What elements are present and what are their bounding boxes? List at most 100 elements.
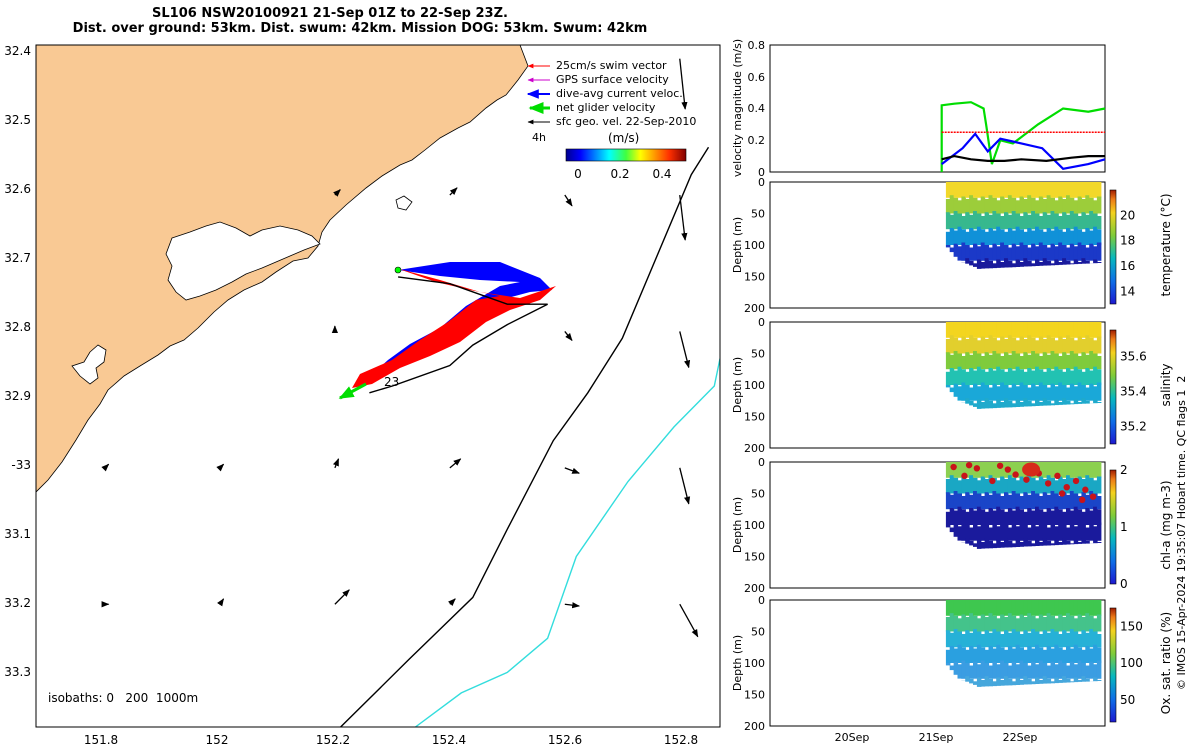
section-cell: [1007, 494, 1013, 510]
section-cell: [1081, 630, 1086, 648]
section-cell: [1073, 182, 1079, 198]
section-cell: [1077, 322, 1083, 338]
section-cell: [965, 231, 970, 245]
geo-velocity-arrow: [679, 467, 691, 505]
section-cell: [1077, 660, 1083, 679]
section-cell: [1015, 526, 1021, 541]
title-line-1: SL106 NSW20100921 21-Sep 01Z to 22-Sep 2…: [152, 6, 508, 21]
section-cell: [1054, 644, 1059, 663]
section-cell: [1093, 480, 1098, 494]
section-cell: [957, 480, 962, 494]
section-cell: [980, 462, 986, 478]
section-cell: [1081, 199, 1086, 214]
section-cell: [965, 492, 970, 510]
section-cell: [1007, 260, 1013, 268]
section-cell: [949, 494, 955, 510]
section-cell: [965, 371, 970, 385]
section-cell: [1042, 511, 1048, 525]
section-cell: [1015, 200, 1021, 214]
depth-tick: 0: [758, 176, 765, 189]
section-cell: [1062, 649, 1067, 663]
copyright-note: © IMOS 15-Apr-2024 19:35:07 Hobart time.…: [1175, 376, 1188, 690]
section-cell: [996, 526, 1001, 541]
section-cell: [1093, 677, 1098, 682]
section-cell: [1066, 214, 1071, 230]
section-cell: [1027, 508, 1032, 525]
section-cell: [1089, 182, 1094, 198]
section-cell: [996, 618, 1001, 632]
section-cell: [1042, 371, 1048, 385]
section-cell: [957, 340, 962, 354]
geo-velocity-arrow: [333, 189, 341, 197]
section-panel-temperature: 0 50 100 150 200 Depth (m) 14 16 18 20 temperature…: [731, 176, 1173, 315]
section-cell: [1050, 477, 1055, 494]
section-cell: [973, 337, 978, 354]
section-cell: [1015, 664, 1021, 679]
section-cell: [1019, 647, 1024, 664]
section-cell: [1019, 262, 1024, 267]
section-cell: [1069, 543, 1075, 545]
section-cell: [965, 676, 970, 682]
depth-axis-label: Depth (m): [731, 635, 744, 691]
section-cell: [1000, 402, 1005, 408]
section-cell: [1054, 480, 1059, 494]
section-cell: [976, 493, 982, 510]
section-cell: [957, 526, 962, 541]
section-cell: [1081, 339, 1086, 354]
section-cell: [1004, 630, 1009, 648]
section-cell: [1038, 647, 1044, 664]
section-cell: [1015, 677, 1021, 685]
glider-track-group: 23: [338, 262, 556, 400]
section-cell: [1031, 600, 1036, 616]
section-cell: [965, 212, 970, 230]
section-cell: [969, 228, 974, 245]
section-cell: [1035, 644, 1040, 663]
section-cell: [965, 245, 970, 261]
section-cell: [1066, 527, 1071, 541]
section-cell: [1089, 648, 1094, 663]
section-cell: [1019, 660, 1024, 679]
time-tick: 21Sep: [919, 731, 954, 744]
section-cell: [973, 510, 978, 525]
section-cell: [1023, 199, 1028, 214]
section-cell: [961, 462, 966, 478]
depth-tick: 50: [751, 348, 765, 361]
section-cell: [1007, 387, 1013, 401]
section-panel-oxygen: 0 50 100 150 200 Depth (m) 50 100 150 Ox. sat. ra…: [731, 594, 1173, 733]
section-cell: [1085, 646, 1090, 663]
section-cell: [961, 600, 966, 616]
section-cell: [965, 479, 970, 494]
section-cell: [988, 632, 993, 648]
section-cell: [1062, 245, 1067, 261]
section-cell: [953, 648, 959, 663]
section-cell: [1019, 356, 1024, 370]
geo-velocity-arrow: [679, 194, 688, 241]
section-cell: [1004, 398, 1009, 408]
section-cell: [1035, 259, 1040, 266]
section-cell: [1023, 322, 1028, 338]
section-cell: [949, 387, 955, 393]
map-frame: [35, 44, 721, 728]
section-cell: [1004, 339, 1009, 354]
section-cell: [992, 629, 997, 648]
section-cell: [1085, 354, 1090, 370]
section-cell: [1011, 543, 1017, 548]
section-cell: [1077, 542, 1083, 544]
section-cell: [1058, 634, 1063, 648]
section-cell: [1062, 617, 1067, 632]
section-cell: [1027, 613, 1032, 632]
section-cell: [1031, 661, 1036, 679]
section-cell: [1058, 196, 1063, 214]
section-cell: [996, 386, 1001, 401]
section-cell: [1089, 661, 1094, 679]
depth-tick: 150: [744, 689, 765, 702]
section-cell: [1038, 402, 1044, 406]
section-cell: [945, 322, 951, 338]
figure-title: SL106 NSW20100921 21-Sep 01Z to 22-Sep 2…: [0, 6, 720, 36]
section-cell: [1031, 615, 1036, 632]
map-y-tick: 32.6: [4, 182, 31, 196]
velocity-series-line: [940, 101, 1106, 172]
section-cell: [1062, 511, 1067, 525]
section-cell: [1015, 539, 1021, 547]
section-cell: [1081, 398, 1086, 404]
